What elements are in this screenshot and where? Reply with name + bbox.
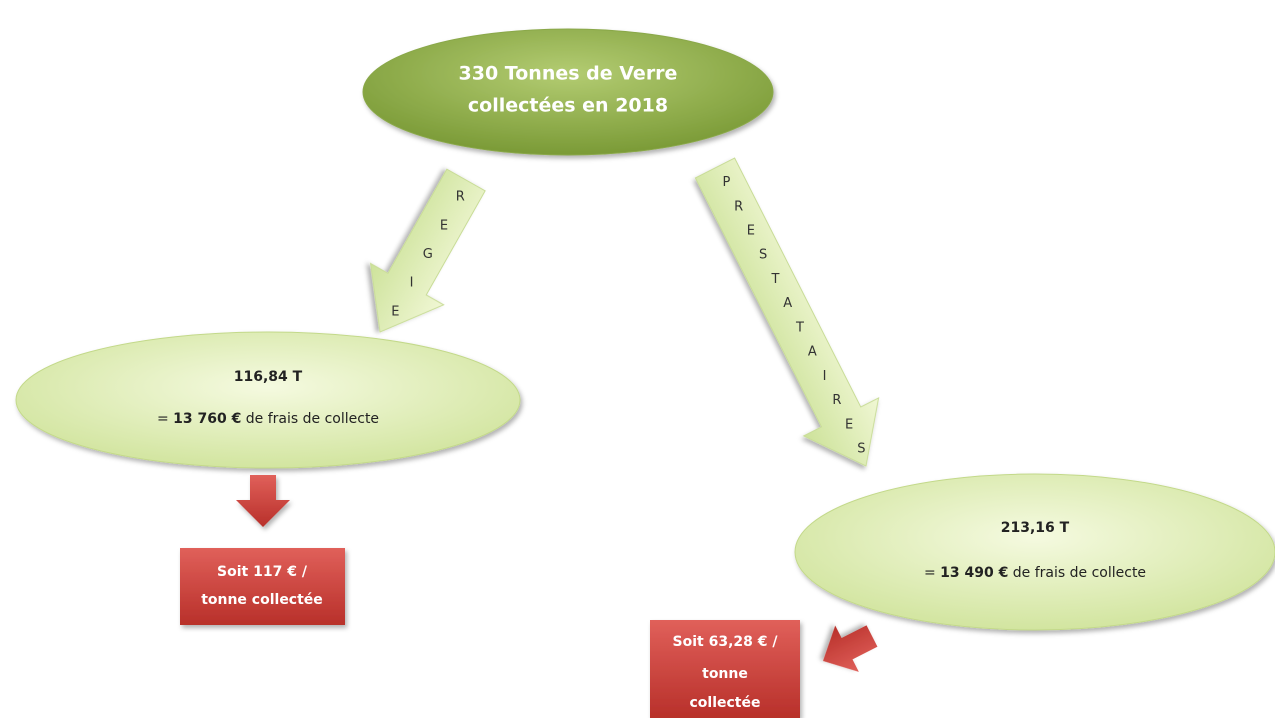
arrow-letter: E (440, 218, 448, 233)
arrow-shape (694, 157, 880, 467)
result-line: tonne (702, 666, 748, 682)
red-arrow (822, 625, 878, 672)
prestataires-result (650, 620, 800, 718)
result-line: Soit 117 € / (217, 564, 308, 580)
arrow-letter: S (857, 442, 865, 457)
prestataires-node (794, 473, 1275, 631)
cost-suffix: de frais de collecte (241, 411, 379, 427)
cost-suffix: de frais de collecte (1008, 565, 1146, 581)
top-node-line: collectées en 2018 (468, 95, 668, 117)
result-line: collectée (690, 695, 761, 711)
arrow-letter: E (845, 417, 853, 432)
arrow-letter: R (456, 190, 465, 205)
red-arrow-shape (822, 625, 878, 672)
arrow-letter: R (734, 199, 743, 214)
arrow (369, 168, 486, 333)
cost-amount: 13 760 € (173, 411, 241, 427)
cost-prefix: = (157, 411, 173, 427)
arrow (694, 157, 880, 467)
arrow-shape (369, 168, 486, 333)
top-node-line: 330 Tonnes de Verre (459, 63, 678, 85)
arrow-letter: A (783, 296, 792, 311)
arrow-letter: G (423, 247, 433, 262)
tonnage: 116,84 T (234, 369, 303, 385)
arrow-letter: R (832, 393, 841, 408)
regie-result (180, 548, 345, 625)
arrow-letter: I (410, 276, 414, 291)
arrow-letter: I (823, 369, 827, 384)
result-line: tonne collectée (201, 592, 323, 608)
tonnage: 213,16 T (1001, 520, 1070, 536)
cost: = 13 490 € de frais de collecte (924, 565, 1146, 581)
arrow-letter: E (391, 304, 399, 319)
cost-amount: 13 490 € (940, 565, 1008, 581)
red-arrow (236, 475, 290, 527)
cost-prefix: = (924, 565, 940, 581)
arrow-letter: T (795, 320, 804, 335)
arrow-letter: T (770, 272, 779, 287)
arrow-letter: E (747, 223, 755, 238)
arrow-letter: P (722, 175, 730, 190)
regie-node (15, 331, 521, 469)
arrow-letter: A (808, 345, 817, 360)
result-line: Soit 63,28 € / (673, 634, 779, 650)
top-node (362, 28, 774, 156)
arrow-letter: S (759, 248, 767, 263)
cost: = 13 760 € de frais de collecte (157, 411, 379, 427)
